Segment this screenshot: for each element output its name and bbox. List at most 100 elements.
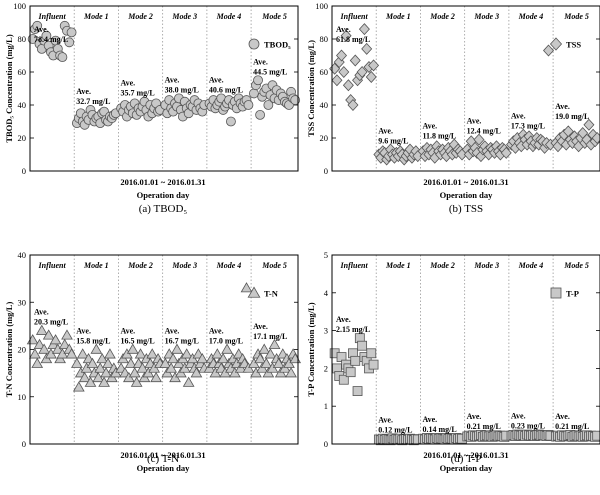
data-point (58, 338, 71, 350)
data-point (72, 381, 85, 392)
data-point (365, 70, 377, 83)
y-tick-label: 2 (324, 363, 328, 373)
average-label: Ave. (76, 87, 91, 96)
data-point (182, 376, 195, 387)
average-label: Ave. (378, 415, 393, 424)
average-label: Ave. (76, 327, 91, 336)
average-value: 0.21 mg/L (555, 422, 589, 431)
data-point (57, 52, 68, 63)
average-label: Ave. (34, 308, 49, 317)
average-value: 0.23 mg/L (511, 422, 545, 431)
x-date-range: 2016.01.01 ~ 2016.01.31 (120, 177, 205, 187)
data-point (361, 42, 373, 55)
average-label: Ave. (511, 412, 526, 421)
data-point (338, 374, 349, 385)
data-point (543, 44, 554, 57)
y-tick-label: 100 (13, 1, 26, 11)
plot-frame (29, 5, 299, 172)
phase-label: Mode 4 (216, 12, 242, 21)
y-tick-label: 80 (18, 34, 27, 44)
y-tick-label: 0 (22, 166, 26, 176)
y-tick-label: 3 (324, 326, 328, 336)
y-tick-label: 30 (18, 297, 27, 307)
data-point (86, 357, 99, 368)
data-point (196, 352, 209, 364)
phase-label: Influent (38, 261, 67, 270)
average-value: 2.15 mg/L (336, 325, 370, 334)
data-point (583, 118, 595, 131)
average-label: Ave. (120, 79, 135, 88)
data-point (180, 348, 193, 359)
average-label: Ave. (422, 415, 437, 424)
y-tick-label: 0 (324, 439, 328, 449)
average-label: Ave. (336, 315, 351, 324)
data-point (38, 343, 50, 354)
data-point (473, 133, 485, 146)
average-value: 32.7 mg/L (76, 97, 110, 106)
data-point (349, 54, 361, 67)
average-value: 61.8 mg/L (336, 35, 370, 44)
y-tick-label: 1 (324, 401, 328, 411)
y-tick-label: 60 (320, 67, 329, 77)
data-point (41, 30, 52, 41)
average-label: Ave. (511, 112, 526, 121)
average-value: 19.0 mg/L (555, 112, 589, 121)
phase-label: Mode 5 (261, 261, 287, 270)
phase-label: Mode 2 (429, 261, 455, 270)
phase-label: Influent (340, 12, 369, 21)
average-label: Ave. (165, 75, 180, 84)
data-point (260, 357, 273, 368)
average-value: 40.6 mg/L (209, 85, 243, 94)
data-point (171, 343, 183, 354)
data-point (358, 23, 370, 36)
y-tick-label: 80 (320, 34, 329, 44)
data-point (253, 75, 263, 86)
data-point (76, 348, 89, 359)
phase-label: Mode 2 (127, 261, 153, 270)
average-value: 16.7 mg/L (165, 337, 199, 346)
data-point (49, 334, 62, 345)
phase-label: Mode 1 (83, 261, 109, 270)
average-label: Ave. (209, 75, 224, 84)
legend-label: T-N (264, 289, 279, 299)
average-value: 38.0 mg/L (165, 85, 199, 94)
data-point (500, 146, 512, 159)
data-point (35, 324, 48, 335)
data-point (340, 29, 352, 42)
phase-label: Mode 2 (127, 12, 153, 21)
data-point (167, 352, 179, 364)
y-axis-title: TBOD₅ Concentration (mg/L) (4, 34, 14, 142)
y-tick-label: 40 (18, 100, 27, 110)
phase-label: Mode 4 (518, 12, 544, 21)
data-point (226, 116, 236, 127)
average-label: Ave. (467, 412, 482, 421)
phase-label: Mode 1 (385, 261, 411, 270)
average-value: 0.21 mg/L (467, 422, 501, 431)
average-label: Ave. (165, 327, 180, 336)
x-date-range: 2016.01.01 ~ 2016.01.31 (423, 450, 508, 460)
data-point (285, 367, 297, 378)
average-label: Ave. (555, 412, 570, 421)
data-point (290, 95, 301, 105)
y-tick-label: 20 (18, 345, 27, 355)
average-value: 15.8 mg/L (76, 337, 110, 346)
average-label: Ave. (34, 25, 49, 34)
data-point (366, 348, 377, 359)
phase-label: Mode 3 (171, 12, 197, 21)
data-point (264, 348, 277, 359)
data-point (42, 329, 55, 340)
panel-caption: (d) T-P (451, 453, 482, 465)
average-value: 44.5 mg/L (253, 67, 287, 76)
data-point (356, 66, 368, 78)
panel-caption: (a) TBOD₅ (139, 203, 188, 215)
average-value: 20.3 mg/L (34, 318, 68, 327)
data-point (352, 386, 363, 396)
phase-label: Mode 1 (385, 12, 411, 21)
phase-label: Mode 5 (563, 261, 589, 270)
data-point (347, 99, 359, 111)
y-tick-label: 40 (18, 250, 27, 260)
data-point (61, 329, 73, 340)
average-value: 78.4 mg/L (34, 35, 68, 44)
phase-label: Mode 2 (429, 12, 455, 21)
data-point (32, 20, 43, 31)
